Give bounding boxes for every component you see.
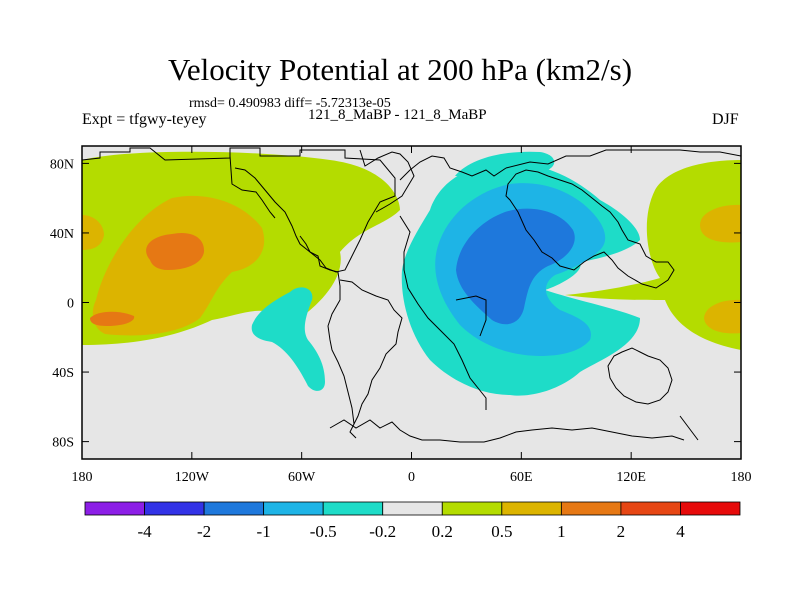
colorbar-label: 1	[557, 522, 566, 541]
lat-tick-label: 0	[67, 297, 74, 312]
lon-tick-label: 60W	[288, 470, 316, 485]
contour-positive-low-patch	[615, 286, 652, 299]
colorbar-swatch	[382, 501, 443, 516]
colorbar-label: 2	[617, 522, 626, 541]
colorbar-swatch	[620, 501, 681, 516]
contour-positive-mid-dateline-north	[700, 204, 741, 243]
colorbar-label: -0.2	[369, 522, 396, 541]
coastline-africa-europe	[399, 155, 507, 410]
coastline-hudson-greenland	[229, 149, 415, 300]
colorbar-swatch	[441, 501, 503, 516]
colorbar-swatch	[84, 501, 145, 516]
coastline-south-america	[327, 279, 403, 439]
colorbar-label: -2	[197, 522, 211, 541]
contour-positive-high-south	[90, 311, 135, 326]
colorbar-swatch	[322, 501, 384, 516]
contour-negative-low-arctic	[455, 151, 555, 176]
contour-fill-layer	[82, 146, 741, 459]
contour-positive-low-dateline	[565, 160, 741, 350]
contour-positive-mid-west-edge	[82, 215, 104, 250]
colorbar-swatch	[263, 501, 324, 516]
coastline-north-america	[82, 147, 396, 273]
coastline-asia	[505, 149, 741, 289]
contour-positive-high-max	[146, 232, 205, 270]
colorbar-label: 0.5	[491, 522, 512, 541]
colorbar: -4 -2 -1 -0.5 -0.2 0.2 0.5 1 2 4	[84, 501, 741, 541]
colorbar-swatch	[560, 501, 622, 516]
map-title: Velocity Potential at 200 hPa (km2/s)	[167, 52, 633, 87]
coastlines	[82, 147, 741, 443]
contour-negative-high	[456, 208, 575, 325]
season-label: DJF	[712, 111, 739, 128]
colorbar-label: 0.2	[432, 522, 453, 541]
lon-tick-label: 120E	[616, 470, 646, 485]
colorbar-swatch	[144, 501, 205, 516]
lon-tick-label: 180	[731, 470, 752, 485]
colorbar-label: -1	[257, 522, 271, 541]
colorbar-swatch	[501, 501, 562, 516]
stats-label: rmsd= 0.490983 diff= -5.72313e-05	[189, 96, 391, 111]
coastline-antarctica	[329, 419, 685, 443]
case-label: 121_8_MaBP - 121_8_MaBP	[308, 107, 487, 123]
lat-tick-label: 40S	[52, 366, 74, 381]
colorbar-label: -0.5	[310, 522, 337, 541]
experiment-label: Expt = tfgwy-teyey	[82, 111, 207, 128]
lon-tick-label: 180	[72, 470, 93, 485]
lat-tick-label: 40N	[50, 227, 74, 242]
lon-tick-label: 120W	[175, 470, 210, 485]
axis-ticks: 180 120W 60W 0 60E 120E 180 80N 40N 0 40S 80S	[50, 146, 752, 485]
lon-tick-label: 60E	[510, 470, 533, 485]
lon-tick-label: 0	[408, 470, 415, 485]
colorbar-label: -4	[137, 522, 152, 541]
lat-tick-label: 80N	[50, 157, 74, 172]
lat-tick-label: 80S	[52, 436, 74, 451]
colorbar-label: 4	[676, 522, 685, 541]
contour-positive-mid-dateline-south	[704, 299, 741, 334]
colorbar-swatch	[680, 501, 741, 516]
contour-negative-low-atlantic	[251, 287, 325, 391]
coastline-australia	[607, 347, 699, 441]
colorbar-swatch	[203, 501, 265, 516]
